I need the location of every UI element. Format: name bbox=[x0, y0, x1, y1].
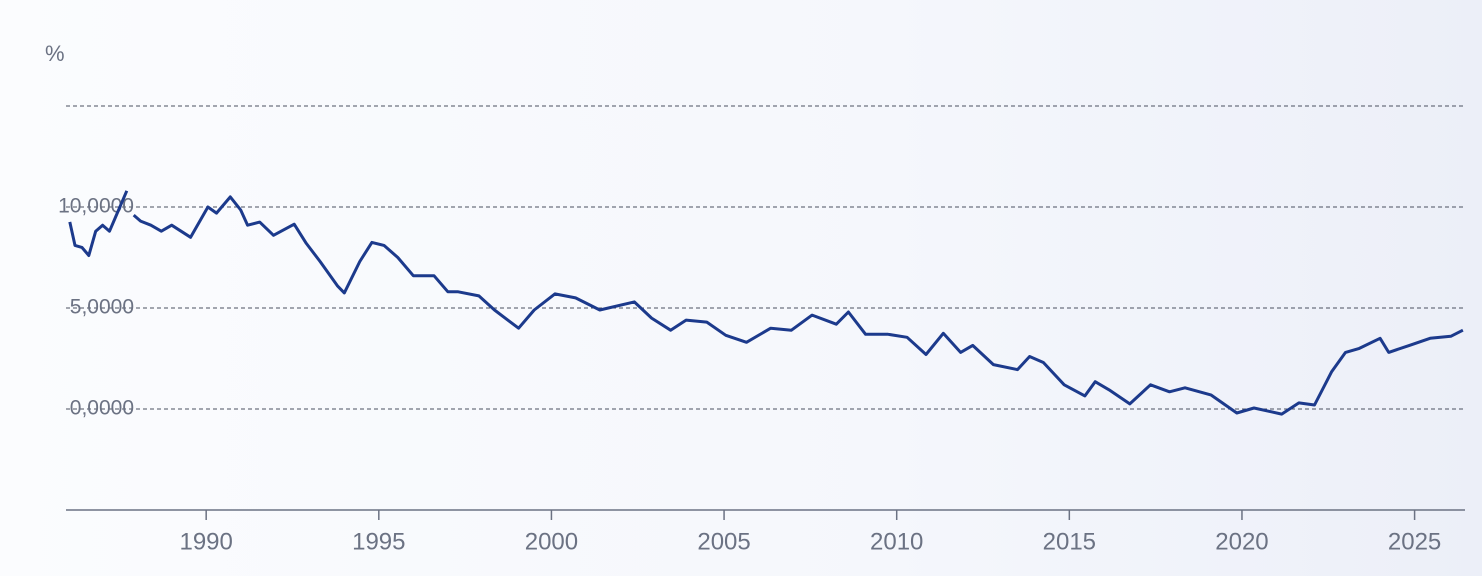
y-tick-label: 10,0000 bbox=[58, 195, 134, 218]
y-unit: % bbox=[45, 41, 65, 66]
y-tick-label: 0,0000 bbox=[70, 397, 134, 420]
data-line bbox=[68, 190, 1464, 416]
x-tick-label: 2010 bbox=[870, 528, 923, 555]
x-tick-label: 1995 bbox=[352, 528, 405, 555]
x-tick-label: 2005 bbox=[697, 528, 750, 555]
x-tick-label: 2000 bbox=[525, 528, 578, 555]
x-tick-label: 1990 bbox=[179, 528, 232, 555]
x-tick-label: 2015 bbox=[1043, 528, 1096, 555]
x-tick-label: 2025 bbox=[1388, 528, 1441, 555]
y-tick-label: 5,0000 bbox=[70, 296, 134, 319]
x-tick-label: 2020 bbox=[1215, 528, 1268, 555]
